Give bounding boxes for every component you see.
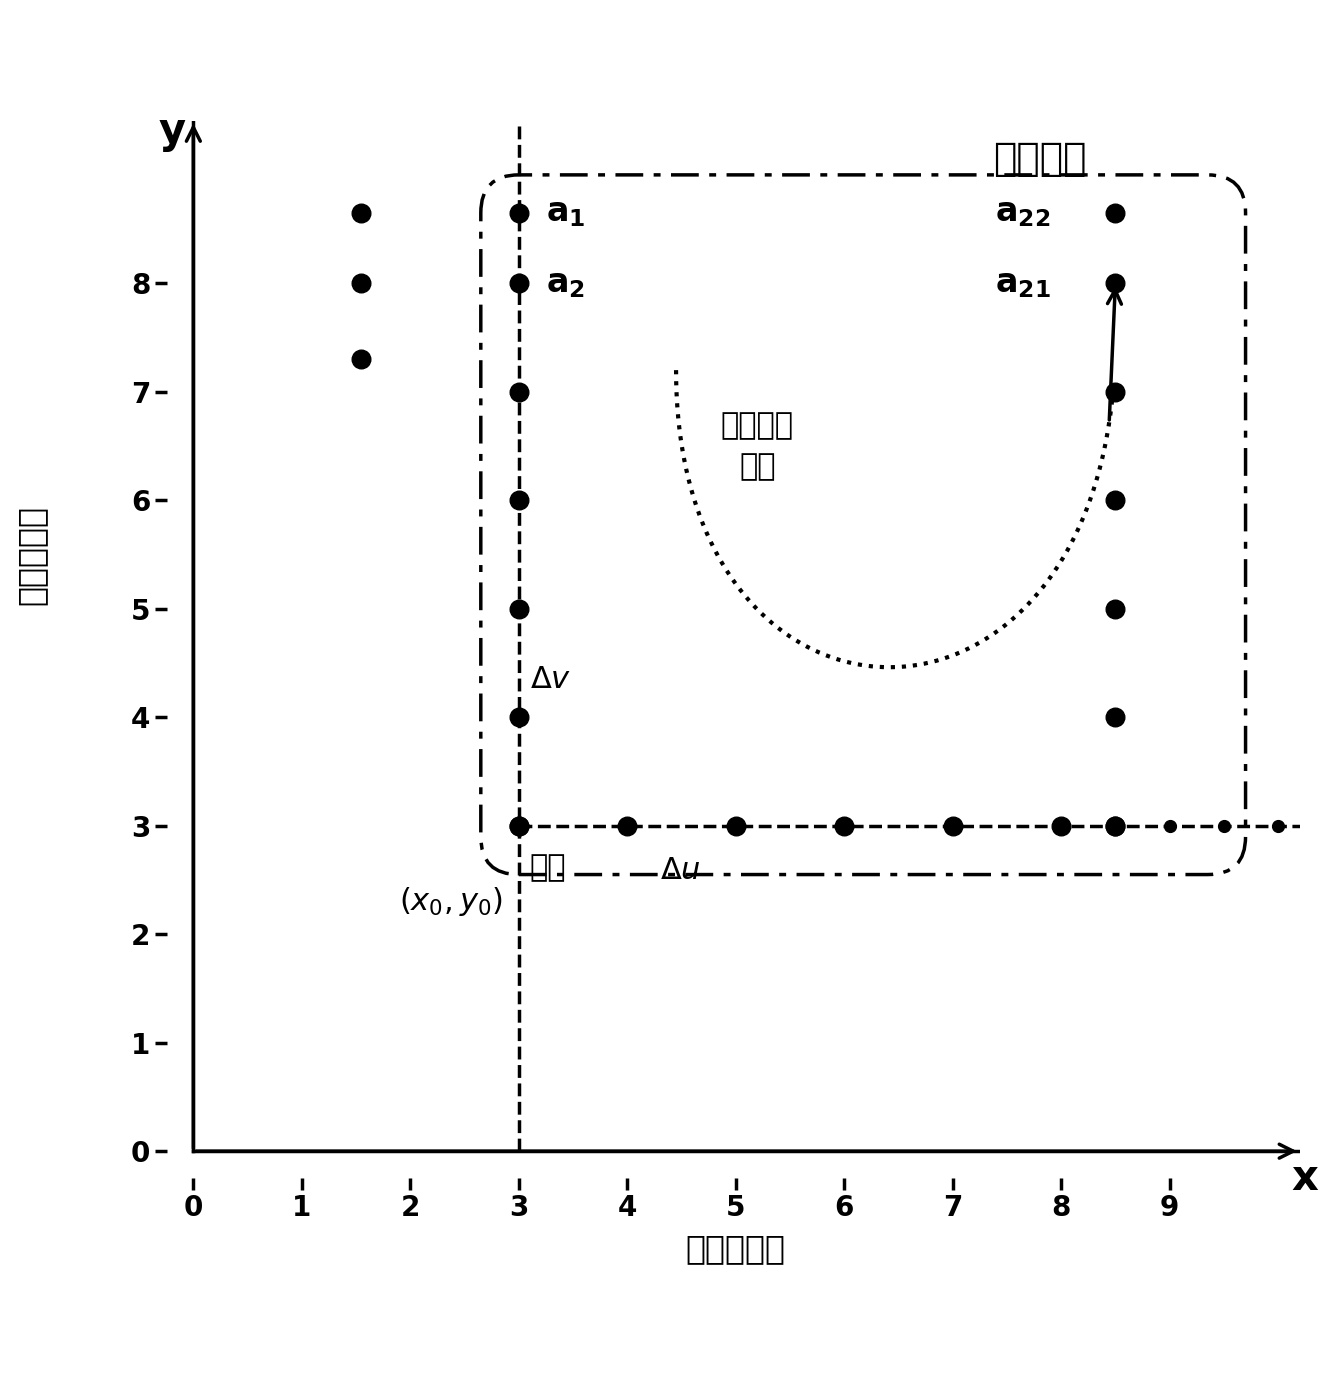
Point <box>508 489 529 511</box>
Point <box>508 272 529 294</box>
Point <box>508 814 529 836</box>
Point <box>1104 706 1126 728</box>
Text: 天线编号
顺序: 天线编号 顺序 <box>721 412 793 481</box>
Text: 单位：波长: 单位：波长 <box>15 504 47 604</box>
Point <box>1104 814 1126 836</box>
Text: 单位：波长: 单位：波长 <box>686 1233 785 1266</box>
Point <box>616 814 638 836</box>
Text: $(x_0,y_0)$: $(x_0,y_0)$ <box>399 886 502 919</box>
Text: x: x <box>1292 1157 1319 1199</box>
Point <box>1104 202 1126 224</box>
Point <box>508 706 529 728</box>
Point <box>508 380 529 402</box>
Point <box>351 272 373 294</box>
Point <box>508 597 529 619</box>
Point <box>508 814 529 836</box>
Text: $\Delta v$: $\Delta v$ <box>529 665 571 693</box>
Text: $\mathbf{a_1}$: $\mathbf{a_1}$ <box>545 196 586 229</box>
Point <box>833 814 855 836</box>
Point <box>508 202 529 224</box>
Point <box>1104 272 1126 294</box>
Point <box>1104 380 1126 402</box>
Point <box>1051 814 1072 836</box>
Text: $\mathbf{a_{22}}$: $\mathbf{a_{22}}$ <box>994 196 1051 229</box>
Text: $\mathbf{a_{21}}$: $\mathbf{a_{21}}$ <box>994 266 1051 299</box>
Point <box>351 202 373 224</box>
Point <box>1159 814 1181 836</box>
Text: $\mathbf{a_2}$: $\mathbf{a_2}$ <box>545 266 586 299</box>
Point <box>1104 597 1126 619</box>
Text: y: y <box>158 110 185 152</box>
Point <box>1104 489 1126 511</box>
Text: $\Delta u$: $\Delta u$ <box>659 857 701 886</box>
Point <box>1268 814 1289 836</box>
Text: 原点: 原点 <box>529 853 565 881</box>
Point <box>725 814 746 836</box>
Point <box>351 349 373 371</box>
Text: 天线阵列: 天线阵列 <box>993 140 1087 177</box>
Point <box>1213 814 1234 836</box>
Point <box>1104 814 1126 836</box>
Point <box>942 814 963 836</box>
